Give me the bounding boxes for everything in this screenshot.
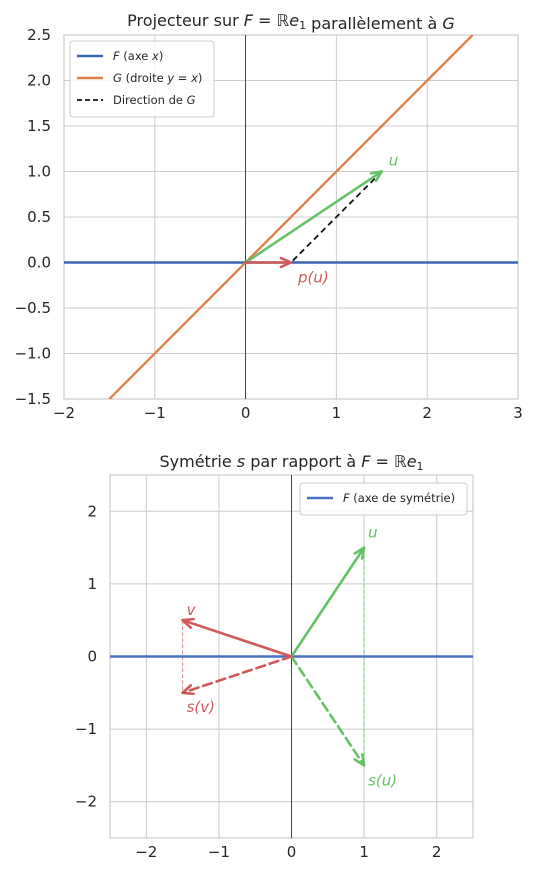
vector-v — [181, 618, 293, 658]
vector-su — [290, 655, 366, 767]
x-tick-label: 2 — [422, 404, 432, 422]
chart-2: −2 −1 0 1 2 −2 −1 0 1 2 u s(u) v s(v) F (axe de symétr… — [75, 474, 474, 861]
y-tick-label: 0 — [87, 648, 97, 666]
vector-label: u — [389, 152, 399, 170]
y-tick-label: −1.0 — [15, 345, 51, 363]
vector-arrowhead — [369, 170, 384, 183]
x-tick-label: −1 — [208, 843, 230, 861]
vector-arrowhead — [279, 256, 293, 269]
x-tick-label: 1 — [332, 404, 342, 422]
series-line — [290, 170, 383, 264]
vector-label: s(v) — [187, 698, 215, 716]
x-tick-label: −2 — [53, 404, 75, 422]
vector-label: u — [368, 524, 378, 542]
x-tick-label: −2 — [135, 843, 157, 861]
vector-u — [290, 546, 366, 658]
vector-label: v — [187, 601, 197, 619]
legend-label: G (droite y = x) — [113, 71, 202, 85]
chart-1: −2 −1 0 1 2 3 −1.5 −1.0 −0.5 0.0 0.5 1.0 1.5 2.0 2.5 u p… — [15, 26, 523, 422]
y-tick-label: 1.0 — [27, 163, 51, 181]
vector-arrowhead — [181, 684, 195, 696]
vector-label: p(u) — [297, 269, 329, 287]
chart-title: Projecteur sur F = ℝe1 parallèlement à G — [127, 11, 455, 33]
y-tick-label: −0.5 — [15, 299, 51, 317]
x-tick-label: −1 — [144, 404, 166, 422]
y-tick-label: −1 — [75, 720, 97, 738]
x-tick-label: 2 — [432, 843, 442, 861]
y-tick-label: 2.0 — [27, 72, 51, 90]
legend-box — [299, 482, 468, 516]
legend-label: F (axe de symétrie) — [343, 491, 455, 505]
x-tick-label: 1 — [359, 843, 369, 861]
y-tick-label: 0.0 — [27, 254, 51, 272]
legend-label: Direction de G — [113, 93, 196, 107]
y-tick-label: 0.5 — [27, 208, 51, 226]
y-tick-label: −2 — [75, 793, 97, 811]
vector-arrowhead — [353, 753, 366, 767]
y-tick-label: 1.5 — [27, 117, 51, 135]
vector-arrowhead — [181, 617, 195, 629]
vector-u — [244, 170, 384, 264]
y-tick-label: 2.5 — [27, 26, 51, 44]
vector-arrowhead — [353, 546, 366, 560]
legend-label: F (axe x) — [113, 49, 163, 63]
series-line — [108, 35, 474, 399]
chart-title: Symétrie s par rapport à F = ℝe1 — [159, 452, 423, 473]
legend-box — [69, 40, 215, 118]
y-tick-label: 1 — [87, 575, 97, 593]
vector-label: s(u) — [368, 771, 397, 789]
y-tick-label: −1.5 — [15, 390, 51, 408]
x-tick-label: 0 — [241, 404, 251, 422]
x-tick-label: 0 — [287, 843, 297, 861]
y-tick-label: 2 — [87, 502, 97, 520]
x-tick-label: 3 — [513, 404, 523, 422]
vector-sv — [181, 655, 293, 695]
